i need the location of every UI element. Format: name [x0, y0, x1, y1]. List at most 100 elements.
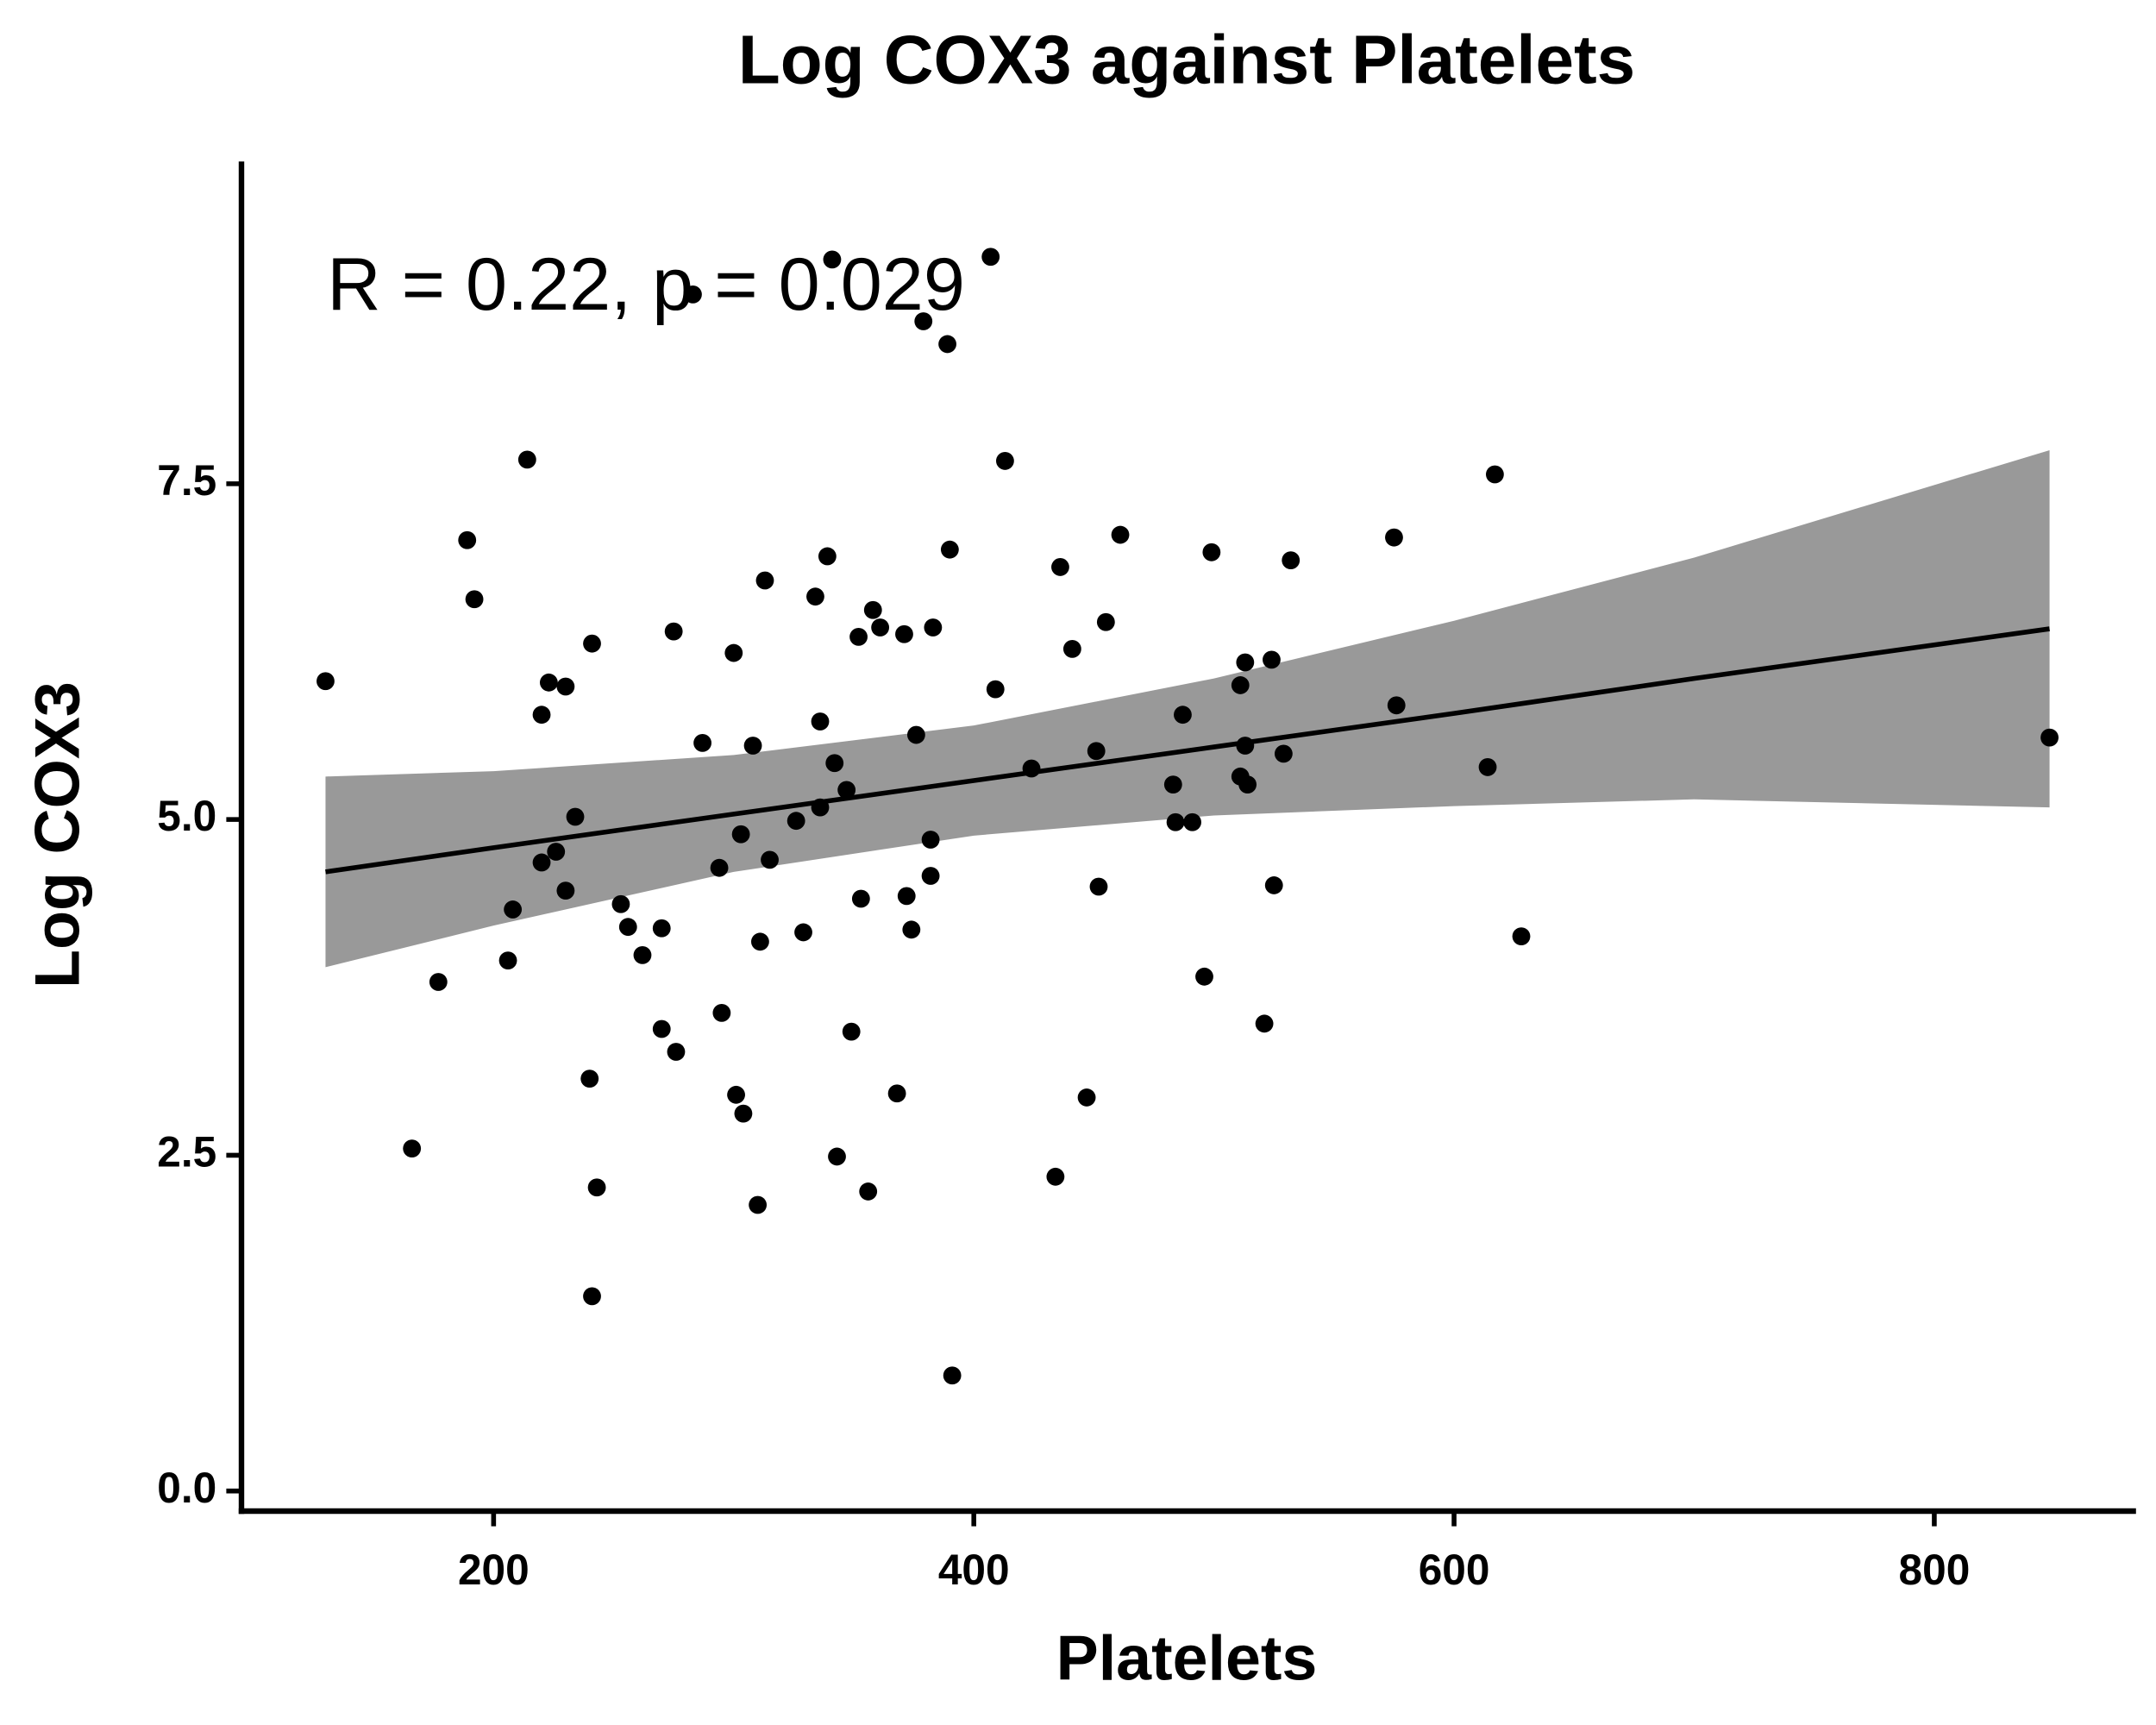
data-point: [1195, 967, 1213, 986]
data-point: [924, 618, 943, 637]
y-tick-label: 5.0: [157, 792, 216, 840]
y-axis-label: Log COX3: [21, 681, 92, 988]
data-point: [724, 643, 743, 662]
data-point: [532, 706, 551, 724]
data-point: [749, 1195, 768, 1214]
data-point: [828, 1147, 846, 1166]
data-point: [633, 945, 652, 964]
data-point: [664, 622, 683, 641]
data-point: [906, 725, 925, 744]
data-point: [1263, 650, 1281, 669]
data-point: [2040, 728, 2059, 747]
data-point: [618, 918, 637, 937]
data-point: [1174, 706, 1192, 724]
data-point: [751, 932, 769, 951]
chart-title: Log COX3 against Platelets: [738, 21, 1635, 97]
data-point: [1051, 558, 1069, 576]
data-point: [727, 1085, 745, 1104]
data-point: [734, 1104, 753, 1123]
data-point: [556, 677, 575, 696]
data-point: [403, 1139, 422, 1158]
data-point: [914, 312, 933, 330]
x-axis-label: Platelets: [1056, 1622, 1318, 1693]
data-point: [943, 1366, 962, 1385]
x-tick-label: 200: [458, 1546, 530, 1594]
data-point: [743, 737, 762, 755]
data-point: [652, 1019, 671, 1038]
data-point: [871, 618, 890, 637]
data-point: [761, 850, 779, 869]
data-point: [897, 887, 916, 906]
data-point: [532, 853, 551, 872]
data-point: [1166, 812, 1185, 831]
data-point: [849, 627, 868, 646]
data-point: [986, 680, 1005, 699]
data-point: [887, 1084, 906, 1103]
x-tick-label: 400: [938, 1546, 1010, 1594]
data-point: [517, 450, 536, 469]
data-point: [806, 587, 824, 606]
data-point: [465, 590, 484, 609]
data-point: [787, 812, 805, 831]
data-point: [996, 452, 1014, 470]
data-point: [1485, 465, 1504, 484]
data-point: [842, 1022, 861, 1041]
data-point: [547, 843, 566, 861]
data-point: [811, 712, 830, 731]
data-point: [667, 1043, 686, 1061]
data-point: [1022, 759, 1041, 778]
x-tick-label: 800: [1899, 1546, 1971, 1594]
data-point: [1387, 696, 1406, 715]
data-point: [566, 807, 585, 826]
data-point: [1238, 775, 1257, 794]
data-point: [1096, 612, 1115, 631]
data-point: [825, 754, 844, 773]
data-point: [1282, 551, 1300, 570]
data-point: [712, 1003, 731, 1022]
data-point: [693, 733, 711, 752]
data-point: [458, 530, 477, 549]
data-point: [938, 335, 956, 354]
data-point: [902, 920, 921, 939]
data-point: [611, 894, 630, 913]
data-point: [731, 825, 750, 844]
data-point: [1385, 528, 1403, 547]
data-point: [1077, 1088, 1096, 1107]
x-tick-label: 600: [1419, 1546, 1490, 1594]
y-tick-label: 0.0: [157, 1464, 216, 1512]
data-point: [580, 1070, 599, 1088]
data-point: [429, 973, 448, 991]
data-point: [1183, 812, 1201, 831]
data-point: [837, 781, 856, 800]
data-point: [1089, 877, 1108, 896]
y-tick-label: 7.5: [157, 456, 216, 505]
data-point: [921, 831, 940, 849]
data-point: [1231, 676, 1250, 694]
data-point: [794, 923, 812, 942]
data-point: [1236, 653, 1255, 672]
data-point: [583, 1287, 601, 1306]
data-point: [710, 858, 729, 877]
data-point: [1236, 737, 1255, 755]
data-point: [556, 881, 575, 900]
data-point: [863, 600, 882, 619]
data-point: [539, 673, 558, 692]
data-point: [1274, 744, 1293, 763]
data-point: [587, 1178, 606, 1197]
data-point: [1202, 543, 1221, 561]
data-point: [940, 540, 959, 559]
data-point: [859, 1182, 878, 1201]
data-point: [1255, 1014, 1274, 1033]
data-point: [981, 248, 1000, 267]
data-point: [818, 547, 837, 566]
data-point: [1478, 758, 1497, 776]
data-point: [851, 889, 870, 908]
data-point: [1062, 639, 1081, 658]
data-point: [811, 798, 830, 817]
data-point: [583, 634, 601, 653]
data-point: [684, 285, 702, 304]
y-tick-label: 2.5: [157, 1128, 216, 1176]
annotation: R = 0.22, p = 0.029: [327, 243, 965, 326]
data-point: [504, 900, 523, 919]
